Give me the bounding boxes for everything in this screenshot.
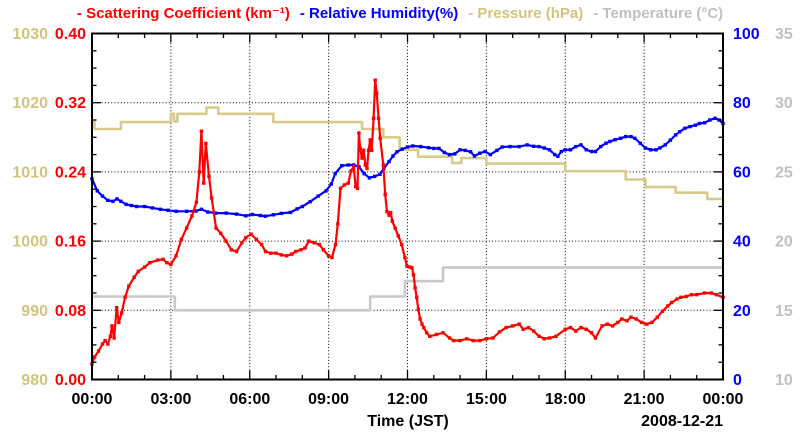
gridlines [92, 33, 723, 380]
axis-scattering-labels: 0.00 0.08 0.16 0.24 0.32 0.40 [55, 26, 86, 389]
x-axis-tick-label: 21:00 [624, 391, 665, 408]
x-axis-tick-label: 18:00 [545, 391, 586, 408]
x-axis-tick-label: 12:00 [387, 391, 428, 408]
series-temperature [92, 266, 723, 312]
axis-pressure-tick-label: 1000 [12, 234, 48, 251]
axis-pressure-tick-label: 1010 [12, 164, 48, 181]
series-scattering-markers [90, 78, 725, 366]
axis-temperature-tick-label: 15 [775, 303, 793, 320]
axis-ticks [92, 33, 723, 380]
axis-humidity-tick-label: 20 [733, 303, 751, 320]
x-axis-title: Time (JST) [367, 413, 449, 430]
axis-scattering-tick-label: 0.40 [55, 26, 86, 43]
axis-pressure-tick-label: 990 [21, 303, 48, 320]
series-humidity-markers [90, 116, 725, 218]
axis-scattering-tick-label: 0.16 [55, 234, 86, 251]
legend-item-humidity: - Relative Humidity(%) [300, 5, 458, 22]
axis-scattering-tick-label: 0.08 [55, 303, 86, 320]
chart-legend: - Scattering Coefficient (km⁻¹) - Relativ… [77, 5, 723, 22]
x-axis-tick-label: 06:00 [229, 391, 270, 408]
legend-item-temperature: - Temperature (°C) [593, 5, 723, 22]
axis-pressure-labels: 980 990 1000 1010 1020 1030 [12, 26, 48, 389]
axis-temperature-labels: 10 15 20 25 30 35 [775, 26, 793, 389]
axis-temperature-tick-label: 30 [775, 95, 793, 112]
axis-temperature-tick-label: 10 [775, 372, 793, 389]
axis-scattering-tick-label: 0.32 [55, 95, 86, 112]
axis-humidity-tick-label: 0 [733, 372, 742, 389]
x-axis-tick-labels: 00:00 03:00 06:00 09:00 12:00 15:00 18:00 21:00… [72, 391, 744, 408]
axis-pressure-tick-label: 1030 [12, 26, 48, 43]
series-pressure-line [92, 106, 723, 201]
date-label: 2008-12-21 [641, 413, 723, 430]
x-axis-tick-label: 09:00 [308, 391, 349, 408]
axis-temperature-tick-label: 35 [775, 26, 793, 43]
axis-scattering-tick-label: 0.24 [55, 164, 86, 181]
series-temperature-line [92, 266, 723, 312]
x-axis-tick-label: 00:00 [703, 391, 744, 408]
axis-temperature-tick-label: 25 [775, 164, 793, 181]
series-pressure [92, 106, 723, 201]
axis-humidity-tick-label: 40 [733, 234, 751, 251]
axis-humidity-tick-label: 100 [733, 26, 760, 43]
legend-item-pressure: - Pressure (hPa) [468, 5, 583, 22]
axis-humidity-tick-label: 80 [733, 95, 751, 112]
axis-scattering-tick-label: 0.00 [55, 372, 86, 389]
axis-pressure-tick-label: 1020 [12, 95, 48, 112]
x-axis-tick-label: 03:00 [150, 391, 191, 408]
axis-temperature-tick-label: 20 [775, 234, 793, 251]
x-axis-tick-label: 15:00 [466, 391, 507, 408]
axis-humidity-labels: 0 20 40 60 80 100 [733, 26, 760, 389]
axis-pressure-tick-label: 980 [21, 372, 48, 389]
legend-item-scattering: - Scattering Coefficient (km⁻¹) [77, 5, 290, 22]
axis-humidity-tick-label: 60 [733, 164, 751, 181]
x-axis-tick-label: 00:00 [72, 391, 113, 408]
